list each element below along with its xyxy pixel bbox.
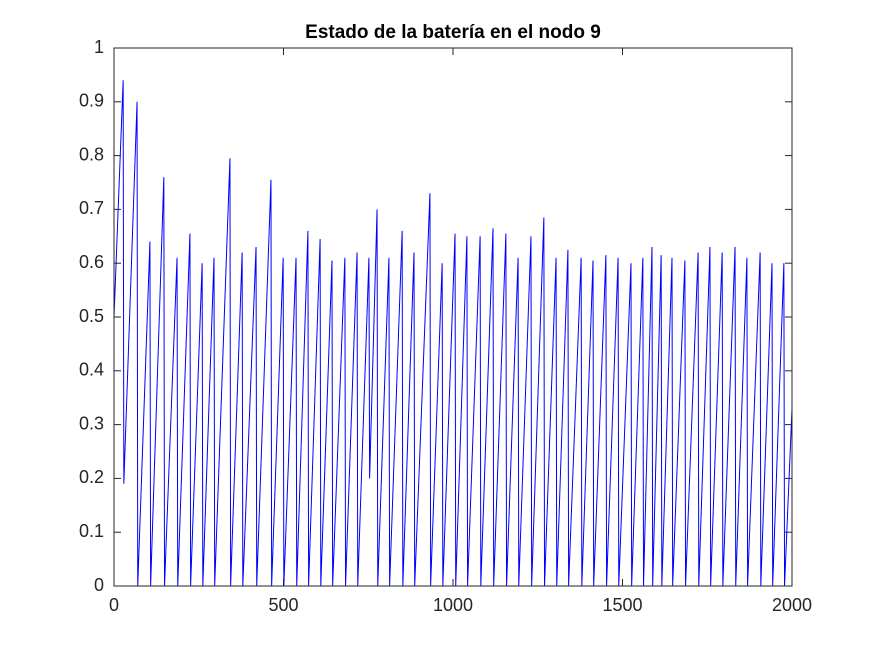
y-tick-label: 0.5 bbox=[79, 306, 104, 326]
plot-area bbox=[114, 48, 792, 586]
y-tick-label: 0.8 bbox=[79, 144, 104, 164]
x-tick-label: 1000 bbox=[433, 595, 473, 615]
chart-title: Estado de la batería en el nodo 9 bbox=[305, 22, 601, 43]
axes-box bbox=[113, 47, 793, 587]
y-tick-label: 0.2 bbox=[79, 467, 104, 487]
x-tick-label: 2000 bbox=[772, 595, 812, 615]
y-tick-label: 0.9 bbox=[79, 91, 104, 111]
y-tick-label: 0 bbox=[94, 575, 104, 595]
y-tick-label: 0.4 bbox=[79, 360, 104, 380]
y-tick-label: 0.7 bbox=[79, 198, 104, 218]
data-line bbox=[113, 80, 793, 587]
x-tick-label: 0 bbox=[109, 595, 119, 615]
x-tick-label: 1500 bbox=[602, 595, 642, 615]
y-tick-label: 0.3 bbox=[79, 413, 104, 433]
x-tick-label: 500 bbox=[268, 595, 298, 615]
y-tick-label: 0.1 bbox=[79, 521, 104, 541]
y-tick-label: 0.6 bbox=[79, 252, 104, 272]
y-tick-label: 1 bbox=[94, 37, 104, 57]
